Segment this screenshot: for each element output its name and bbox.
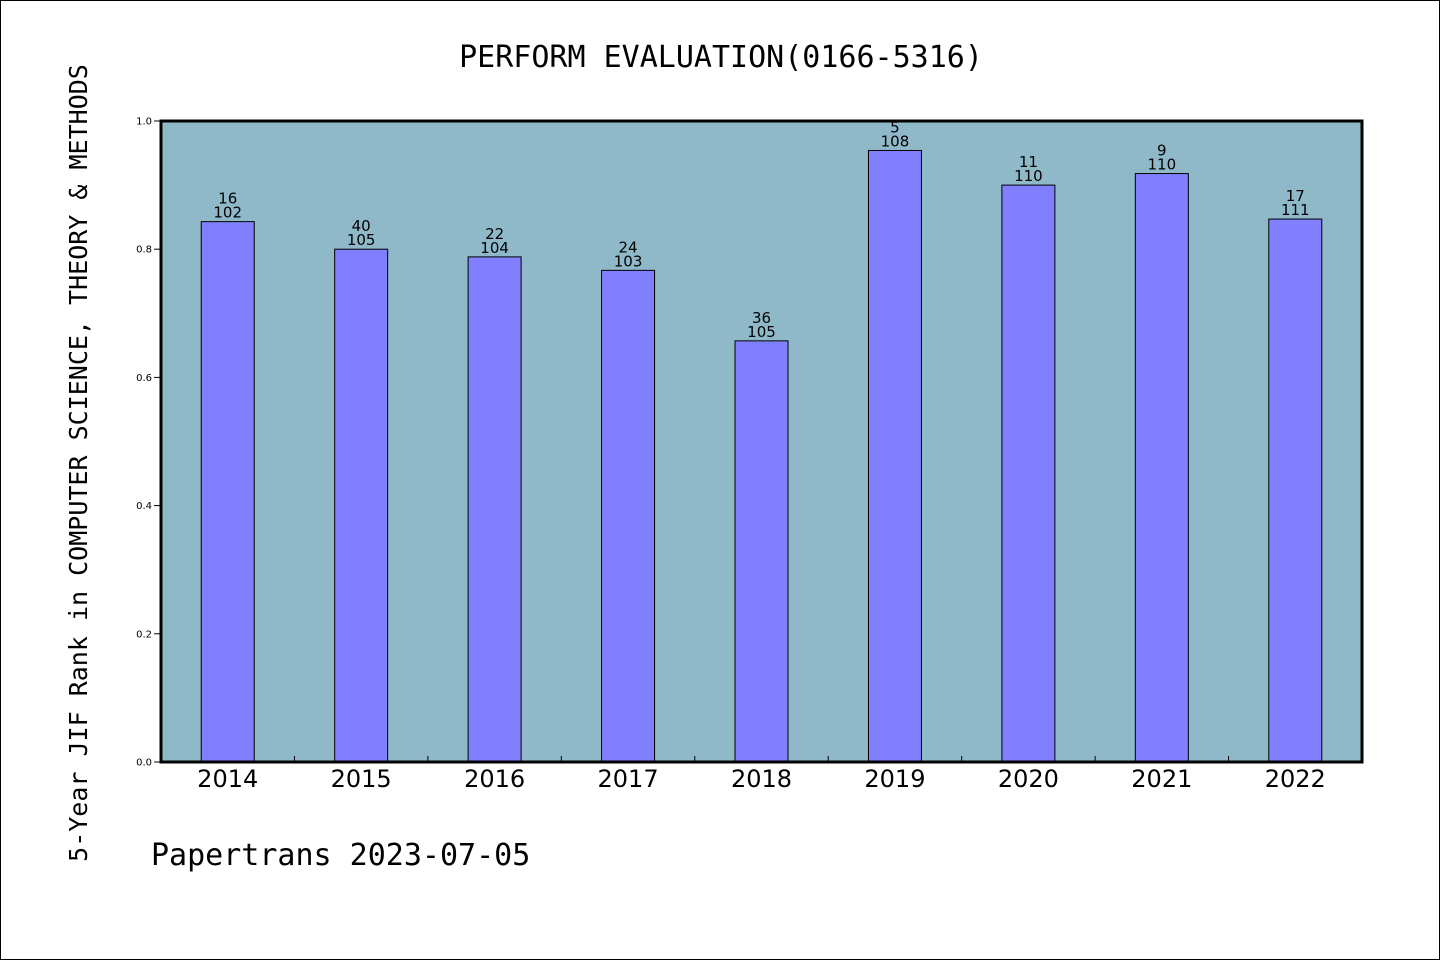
footer-credit: Papertrans 2023-07-05	[151, 838, 530, 873]
y-tick-label: 0.4	[136, 501, 152, 512]
chart-title: PERFORM EVALUATION(0166-5316)	[459, 40, 983, 75]
x-tick-label: 2022	[1265, 765, 1326, 793]
x-tick-label: 2021	[1131, 765, 1192, 793]
bar-rank-label: 22	[485, 225, 504, 243]
x-tick-label: 2017	[598, 765, 659, 793]
bar	[734, 340, 789, 763]
bar	[1134, 173, 1189, 763]
bar-rank-label: 11	[1019, 153, 1038, 171]
x-tick-label: 2016	[464, 765, 525, 793]
y-tick-label: 1.0	[136, 117, 152, 128]
bar	[334, 248, 389, 763]
bar	[1268, 218, 1323, 763]
bar	[467, 256, 522, 763]
bar	[1001, 184, 1056, 763]
y-tick-label: 0.0	[136, 758, 152, 769]
y-axis-ticks: 0.0 0.2 0.4 0.6 0.8 1.0	[136, 117, 161, 769]
bar-total-label: 110	[1148, 156, 1177, 174]
bar-total-label: 105	[747, 323, 776, 341]
bar-rank-label: 9	[1157, 142, 1167, 160]
bar	[867, 149, 922, 763]
x-tick-label: 2015	[331, 765, 392, 793]
bar-total-label: 102	[213, 204, 242, 222]
bar-total-label: 110	[1014, 167, 1043, 185]
x-tick-label: 2014	[197, 765, 258, 793]
bar-total-label: 104	[480, 239, 509, 257]
y-tick-label: 0.6	[136, 373, 152, 384]
bar-total-label: 111	[1281, 201, 1310, 219]
bar-total-label: 108	[881, 132, 910, 150]
bar-total-label: 105	[347, 231, 376, 249]
y-tick-label: 0.8	[136, 245, 152, 256]
y-tick-label: 0.2	[136, 629, 152, 640]
x-axis-ticks: 2014 2015 2016 2017 2018 2019 2020 2021 2022	[197, 756, 1326, 793]
y-axis-label: 5-Year JIF Rank in COMPUTER SCIENCE, THE…	[64, 64, 93, 862]
x-tick-label: 2019	[864, 765, 925, 793]
x-tick-label: 2020	[998, 765, 1059, 793]
bar-rank-label: 16	[218, 190, 237, 208]
bar-rank-label: 17	[1286, 187, 1305, 205]
bar-total-label: 103	[614, 252, 643, 270]
plot-border	[159, 119, 1364, 764]
bar-rank-label: 5	[890, 118, 900, 136]
bar	[601, 269, 656, 763]
bar-rank-label: 36	[752, 309, 771, 327]
bar-rank-label: 40	[352, 217, 371, 235]
bar	[200, 221, 255, 763]
bar-rank-label: 24	[619, 238, 638, 256]
x-tick-label: 2018	[731, 765, 792, 793]
